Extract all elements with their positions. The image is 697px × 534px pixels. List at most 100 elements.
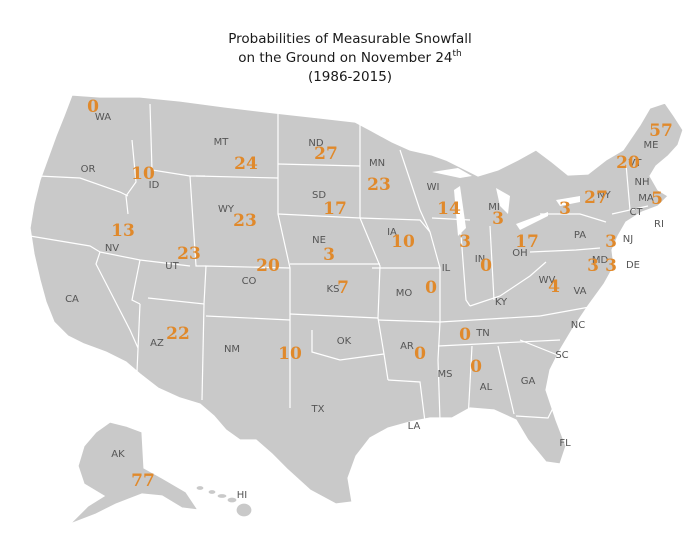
state-label-co: CO: [242, 276, 257, 287]
state-label-ct: CT: [629, 207, 643, 218]
title-line-2-text: on the Ground on November 24: [238, 50, 453, 66]
border-ms-al: [467, 345, 473, 421]
alaska-landmass: [69, 421, 200, 525]
state-label-va: VA: [573, 286, 586, 297]
border-pa-south: [529, 247, 601, 253]
state-label-md: MD: [592, 255, 609, 266]
probability-value-nd: 27: [314, 144, 338, 164]
probability-value-wa: 0: [87, 97, 99, 117]
state-label-tx: TX: [311, 404, 325, 415]
hawaii-island-molokai: [216, 492, 228, 500]
probability-value-tn: 0: [459, 325, 471, 345]
state-label-nv: NV: [105, 243, 119, 254]
border-wa-or: [37, 175, 129, 197]
probability-value-me: 57: [649, 121, 673, 141]
probability-value-nj: 3: [605, 232, 617, 252]
probability-value-pa: 3: [559, 199, 571, 219]
probability-value-wv: 4: [548, 277, 560, 297]
lake-huron: [496, 188, 510, 214]
state-label-in: IN: [475, 254, 485, 265]
state-label-il: IL: [442, 263, 451, 274]
state-label-wy: WY: [218, 204, 235, 215]
border-id-west: [125, 139, 137, 215]
state-label-ky: KY: [495, 297, 508, 308]
great-lakes: [432, 168, 580, 236]
probability-value-mt: 24: [234, 154, 258, 174]
border-sd-ne: [277, 213, 361, 219]
probability-value-de: 3: [605, 256, 617, 276]
state-abbreviation-labels: WA OR CA ID NV MT WY UT AZ CO NM ND SD NE KS OK TX MN IA MO…: [65, 112, 664, 501]
state-label-ma: MA: [638, 193, 654, 204]
hawaii-island-kauai: [195, 484, 205, 492]
border-nd-sd: [277, 163, 361, 167]
border-mo-ar: [377, 319, 441, 323]
border-plains-west: [277, 112, 291, 408]
state-label-ms: MS: [438, 369, 453, 380]
contiguous-us-landmass: [29, 94, 684, 505]
probability-value-co: 20: [256, 256, 280, 276]
border-mt-wy: [195, 175, 279, 179]
state-label-de: DE: [626, 260, 640, 271]
hawaii-island-oahu: [207, 488, 217, 496]
state-label-ga: GA: [521, 376, 536, 387]
state-label-me: ME: [644, 140, 659, 151]
state-label-az: AZ: [150, 338, 164, 349]
border-nv-ut: [131, 259, 141, 305]
map-title: Probabilities of Measurable Snowfall on …: [200, 30, 500, 87]
probability-value-mn: 23: [367, 175, 391, 195]
border-al-ga: [497, 345, 515, 415]
probability-value-nm: 10: [278, 344, 302, 364]
state-label-ri: RI: [654, 219, 664, 230]
state-label-ks: KS: [327, 284, 340, 295]
state-label-ny: NY: [597, 190, 611, 201]
probability-value-ma: 5: [651, 189, 663, 209]
probability-value-ar: 0: [414, 344, 426, 364]
hawaii-island-big-island: [235, 502, 253, 518]
probability-value-ks: 7: [337, 278, 349, 298]
state-label-al: AL: [480, 382, 493, 393]
state-label-mo: MO: [396, 288, 413, 299]
border-ga-fl: [515, 393, 561, 419]
probability-value-id: 10: [131, 164, 155, 184]
state-label-mn: MN: [369, 158, 385, 169]
state-label-wi: WI: [427, 182, 440, 193]
lake-erie: [516, 212, 548, 230]
state-label-ar: AR: [400, 341, 414, 352]
border-va-nc: [539, 303, 607, 317]
border-or-ca: [29, 235, 101, 253]
state-label-hi: HI: [237, 490, 247, 501]
border-nc-sc: [519, 339, 573, 373]
probability-value-ut: 23: [177, 244, 201, 264]
state-label-mi: MI: [488, 202, 500, 213]
state-label-tn: TN: [475, 328, 490, 339]
probability-value-ky: 0: [470, 357, 482, 377]
border-mn-ia: [359, 217, 431, 233]
probability-value-sd: 17: [323, 199, 347, 219]
hawaii-island-maui: [226, 496, 238, 504]
probability-value-ia: 10: [391, 232, 415, 252]
state-label-vt: VT: [629, 158, 643, 169]
border-ks-ok: [289, 313, 379, 319]
probability-value-az: 22: [166, 324, 190, 344]
state-label-ia: IA: [387, 227, 397, 238]
probability-value-md: 3: [587, 256, 599, 276]
probability-value-ak: 77: [131, 471, 155, 491]
state-label-ut: UT: [165, 261, 179, 272]
border-co-nm: [205, 315, 291, 321]
border-tn-south: [437, 339, 561, 347]
border-vt-nh: [625, 163, 631, 211]
probability-value-wi: 14: [437, 199, 461, 219]
probability-value-mi: 3: [492, 209, 504, 229]
title-line-2-superscript: th: [452, 49, 462, 59]
title-line-1: Probabilities of Measurable Snowfall: [228, 31, 472, 47]
state-label-fl: FL: [559, 438, 571, 449]
title-line-3: (1986-2015): [307, 69, 393, 85]
border-ar-la: [387, 379, 427, 431]
border-midwest-west: [359, 118, 389, 381]
border-ok-tx: [311, 330, 385, 361]
border-mn-wi: [399, 149, 431, 233]
lake-ontario: [556, 196, 580, 206]
probability-value-vt: 20: [616, 153, 640, 173]
border-ohio-river: [469, 261, 547, 307]
